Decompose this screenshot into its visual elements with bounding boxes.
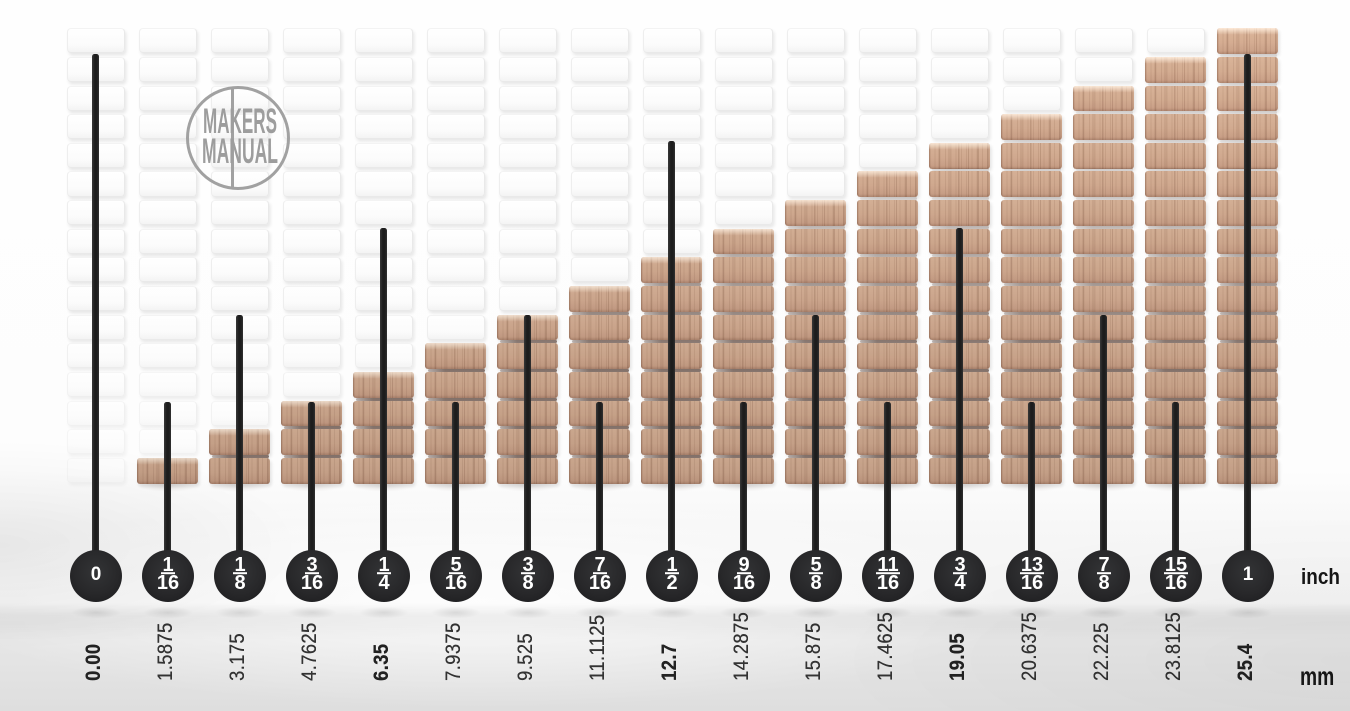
svg-text:MANUAL: MANUAL xyxy=(202,132,278,171)
svg-text:MAKERS: MAKERS xyxy=(203,102,277,141)
